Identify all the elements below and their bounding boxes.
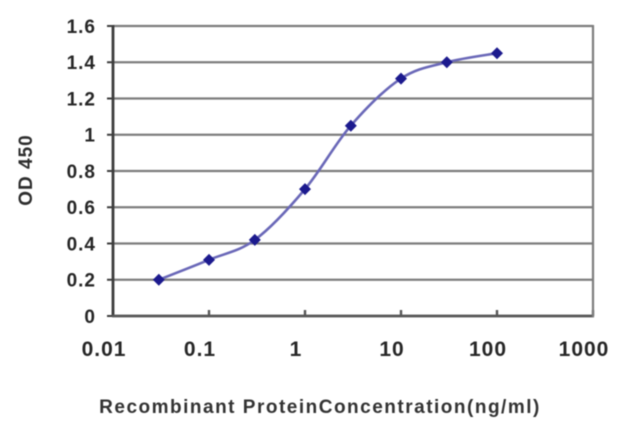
x-tick-label: 10 [379,338,404,361]
y-tick-label: 1.2 [67,89,96,110]
data-point-marker [248,233,261,246]
y-tick-label: 0.2 [67,271,96,292]
y-tick-label: 0.8 [67,162,96,183]
x-tick-label: 1000 [559,338,610,361]
y-tick-label: 0 [84,307,96,328]
x-tick-label: 0.1 [184,338,216,361]
series-curve [158,51,498,281]
data-point-marker [344,119,357,132]
data-point-marker [299,183,311,196]
y-tick-label: 1.6 [67,17,96,38]
data-point-marker [152,273,165,286]
y-tick-label: 0.4 [67,234,96,255]
x-tick-label: 100 [469,338,507,361]
data-point-marker [440,56,453,69]
data-point-marker [395,72,407,85]
data-point-marker [203,253,215,266]
x-tick-label: 0.01 [82,338,127,361]
data-point-marker [491,47,503,60]
x-tick-label: 1 [290,338,303,361]
y-tick-label: 1 [84,126,96,147]
y-tick-label: 1.4 [67,53,96,74]
x-axis-title: Recombinant ProteinConcentration(ng/ml) [99,397,541,418]
y-tick-label: 0.6 [67,198,96,219]
y-axis-title: OD 450 [16,134,37,206]
